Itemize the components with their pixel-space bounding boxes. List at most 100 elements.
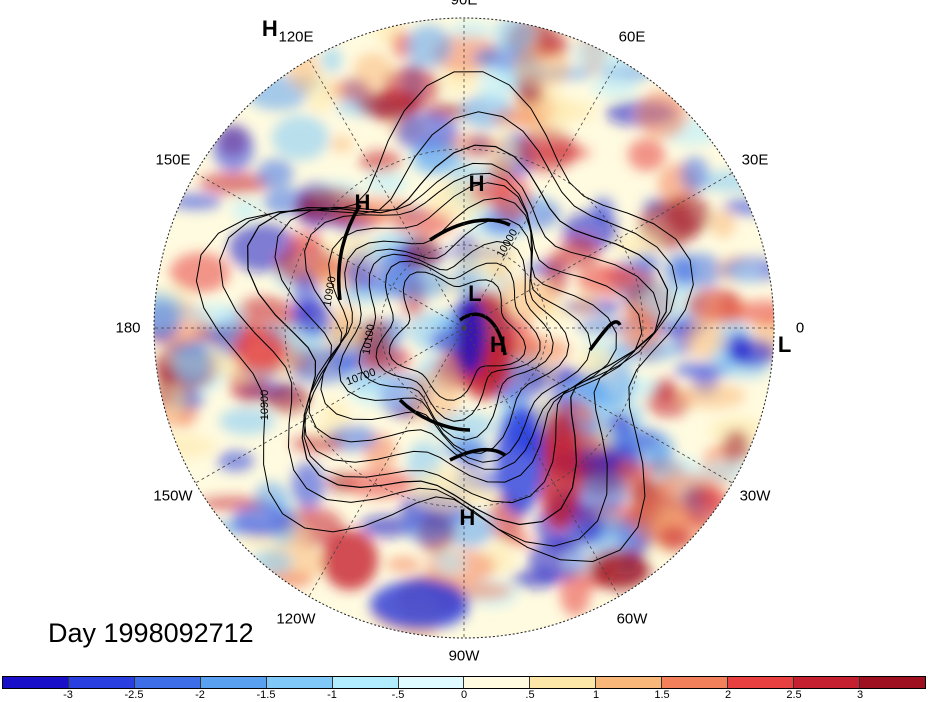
anomaly-blob [557,100,596,122]
anomaly-blob [404,236,441,270]
high-pressure-marker: H [261,15,278,41]
anomaly-blob [722,429,751,464]
colorbar-tick-label: -3 [63,689,73,701]
anomaly-blob [395,112,459,152]
height-contours [195,71,694,563]
anomaly-blob [250,549,293,576]
colorbar-segment [200,677,267,688]
anomaly-blob [710,209,736,239]
jet-stream-segment [429,218,511,242]
longitude-label: 90W [448,647,480,665]
anomaly-blob [231,503,293,538]
anomaly-blob [656,524,692,551]
graticule [154,18,774,638]
height-contour [247,144,669,526]
anomaly-blob [320,46,343,74]
low-pressure-marker: L [468,281,482,307]
anomaly-blob [494,130,516,171]
meridian-line [463,59,620,329]
anomaly-blob [413,466,484,511]
high-pressure-marker: H [354,189,371,215]
date-title: Day 1998092712 [48,618,254,648]
height-contour [338,218,570,454]
anomaly-blob [730,263,761,284]
longitude-label: 150W [153,487,193,505]
colorbar-tick-label: -.5 [391,689,405,701]
anomaly-blob [344,469,416,499]
low-pressure-marker: L [777,331,792,357]
anomaly-feature [590,550,650,590]
anomaly-blob [510,569,560,589]
anomaly-blob [577,345,615,377]
meridian-line [195,327,465,484]
height-contour [388,271,527,401]
anomaly-blob [731,338,774,367]
contour-label: 10900 [259,390,271,421]
meridian-line [308,59,465,329]
anomaly-blob [577,264,638,297]
jet-stream-segment [336,204,362,301]
colorbar-tick-label: 2 [724,689,732,701]
anomaly-blob [621,304,655,353]
anomaly-blob [559,568,591,617]
anomaly-blob [674,361,731,380]
meridian-line [463,172,733,329]
longitude-label: 90E [450,0,478,9]
anomaly-blob [478,59,512,107]
anomaly-feature [370,580,470,630]
jet-stream-segment [449,447,506,462]
anomaly-blob [296,187,362,222]
height-contour [274,162,661,504]
anomaly-blob [403,512,452,543]
anomaly-blob [405,24,452,68]
anomaly-blob [409,144,467,176]
anomaly-blob [558,235,600,270]
colorbar-tick-label: -2.5 [124,689,144,701]
anomaly-blob [386,556,421,573]
anomaly-blob [408,371,461,422]
anomaly-blob [271,115,329,161]
latitude-circle [284,148,644,508]
anomaly-blob [591,76,638,98]
anomaly-blob [353,52,394,86]
anomaly-feature [322,530,378,590]
anomaly-feature [538,410,582,530]
contour-label: 10100 [360,323,377,355]
anomaly-blob [664,194,712,237]
anomaly-blob [290,301,334,335]
anomaly-blob [216,450,255,472]
anomaly-feature [232,330,288,370]
colorbar-tick-label: 2.5 [786,689,802,701]
colorbar-segment [662,677,729,688]
anomaly-blob [154,290,186,330]
longitude-label: 0 [795,319,805,337]
anomaly-blob [579,471,628,514]
anomaly-blob [379,266,452,300]
colorbar-segment [3,677,69,688]
anomaly-blob [212,124,255,172]
colorbar-tick-label: 1 [592,689,600,701]
anomaly-blob [154,433,216,459]
anomaly-blob [219,407,275,435]
colorbar-tick-label: 1.5 [654,689,670,701]
anomaly-blob [683,319,724,358]
meridian-line [308,327,465,597]
colorbar-segment [596,677,663,688]
anomaly-blob [185,303,244,326]
contour-label: 10900 [321,275,338,307]
longitude-label: 150E [155,151,191,169]
anomaly-blob [676,383,746,409]
map-boundary [153,17,775,639]
meridian-line [195,172,465,329]
anomaly-blob [360,515,413,538]
colorbar-tick-label: 3 [856,689,864,701]
anomaly-blob [674,253,724,288]
colorbar-segment [464,677,531,688]
colorbar-segment [68,677,135,688]
anomaly-blob [700,296,748,324]
anomaly-blob [572,293,596,315]
anomaly-blob [333,303,358,341]
height-contour [320,197,592,463]
anomaly-blob [733,300,774,326]
anomaly-blob [173,343,212,385]
